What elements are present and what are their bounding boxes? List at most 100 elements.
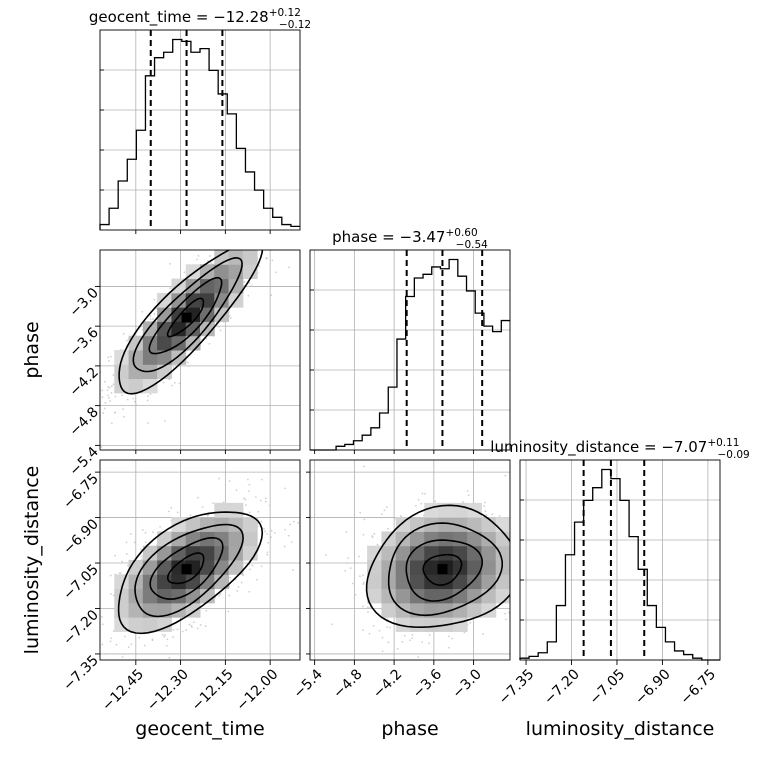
sample-point <box>183 271 186 274</box>
sample-point <box>330 623 333 626</box>
sample-point <box>434 500 437 503</box>
sample-point <box>263 528 265 530</box>
sample-point <box>164 634 167 636</box>
sample-point <box>76 410 78 412</box>
sample-point <box>550 581 552 583</box>
density-bin <box>128 378 144 394</box>
density-bin <box>142 321 158 337</box>
density-bin <box>214 574 230 590</box>
sample-point <box>235 489 238 492</box>
sample-point <box>259 499 262 502</box>
sample-point <box>546 557 548 559</box>
x-tick-label: −6.90 <box>632 666 674 708</box>
sample-point <box>498 515 501 518</box>
sample-point <box>126 564 129 567</box>
density-bin <box>481 602 497 618</box>
density-bin <box>214 560 230 575</box>
density-bin <box>495 517 510 532</box>
sample-point <box>122 332 125 335</box>
density-bin <box>157 335 172 351</box>
density-bin <box>410 574 425 590</box>
sample-point <box>484 510 487 513</box>
sample-point <box>208 255 211 257</box>
sample-point <box>363 581 365 584</box>
sample-point <box>110 637 113 640</box>
sample-point <box>307 518 309 520</box>
sample-point <box>358 555 361 558</box>
sample-point <box>181 630 184 633</box>
sample-point <box>512 571 514 573</box>
sample-point <box>86 634 88 636</box>
sample-point <box>386 618 389 620</box>
sample-point <box>107 356 109 359</box>
histogram-luminosity_distance <box>519 468 720 661</box>
sample-point <box>540 559 542 561</box>
sample-point <box>424 492 426 495</box>
density-bin <box>228 531 244 547</box>
y-tick-label: −7.05 <box>60 562 102 604</box>
title-geocent_time: geocent_time = −12.28+0.12 −0.12 <box>89 7 311 31</box>
sample-point <box>266 532 269 535</box>
sample-point <box>191 626 193 629</box>
panel-frame <box>309 249 511 451</box>
sample-point <box>197 496 199 499</box>
density-bin <box>395 517 411 532</box>
sample-point <box>102 412 105 414</box>
sample-point <box>100 446 103 448</box>
sample-point <box>456 454 458 456</box>
density-bin <box>452 617 468 632</box>
sample-point <box>251 564 254 567</box>
sample-point <box>110 385 113 388</box>
sample-point <box>290 541 293 544</box>
density-bin <box>467 588 482 604</box>
sample-point <box>362 533 365 536</box>
sample-point <box>103 407 106 410</box>
sample-point <box>238 227 240 229</box>
sample-point <box>140 548 142 551</box>
sample-point <box>243 497 245 500</box>
sample-point <box>178 382 181 385</box>
sample-point <box>248 483 251 486</box>
density-bin <box>438 502 454 518</box>
sample-point <box>270 294 273 297</box>
sample-point <box>504 474 507 477</box>
sample-point <box>553 568 555 570</box>
sample-point <box>373 533 376 535</box>
sample-point <box>248 511 251 514</box>
sample-point <box>462 501 464 503</box>
sample-point <box>249 568 251 571</box>
sample-point <box>125 553 128 555</box>
sample-point <box>536 583 538 585</box>
sample-point <box>248 490 250 493</box>
density-bin <box>467 602 482 618</box>
sample-point <box>243 280 246 283</box>
sample-point <box>77 409 79 411</box>
sample-point <box>262 211 264 213</box>
density-bin <box>185 278 201 294</box>
density-bin <box>467 545 482 561</box>
density-bin <box>142 545 158 561</box>
density-bin <box>200 545 215 561</box>
sample-point <box>149 393 152 395</box>
sample-point <box>417 656 420 658</box>
sample-point <box>126 398 129 401</box>
sample-point <box>511 559 513 561</box>
density-bin <box>200 292 215 308</box>
density-bin <box>467 560 482 575</box>
sample-point <box>107 385 110 388</box>
sample-point <box>250 284 253 287</box>
sample-point <box>284 528 287 531</box>
sample-point <box>293 520 295 523</box>
sample-point <box>257 510 260 513</box>
sample-point <box>101 389 104 392</box>
sample-point <box>266 553 269 556</box>
density-bin <box>171 321 187 337</box>
contour-line <box>166 297 205 338</box>
density-bin <box>214 531 230 547</box>
y-axis-label-phase: phase <box>21 321 43 378</box>
sample-point <box>112 630 115 633</box>
sample-point <box>210 262 213 265</box>
sample-point <box>133 541 136 544</box>
density-bin <box>367 545 382 561</box>
